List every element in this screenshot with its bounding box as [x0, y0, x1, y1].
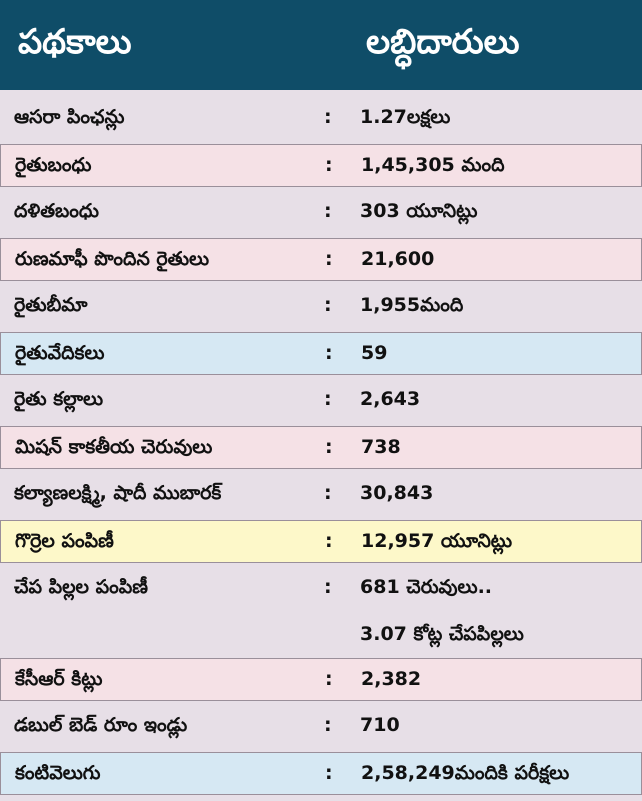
- table-row: చేప పిల్లల పంపిణీ : 681 చెరువులు..: [0, 567, 642, 610]
- table-row: మిషన్ కాకతీయ చెరువులు : 738: [0, 426, 642, 469]
- scheme-name: గొర్రెల పంపిణీ: [15, 530, 114, 552]
- table-row: కంటివెలుగు : 2,58,249మందికి పరీక్షలు: [0, 752, 642, 795]
- scheme-column-header: పథకాలు: [18, 22, 132, 62]
- table-row: రైతుబీమా : 1,955మంది: [0, 285, 642, 328]
- table-row: గొర్రెల పంపిణీ : 12,957 యూనిట్లు: [0, 520, 642, 563]
- table-row: కల్యాణలక్ష్మి, షాదీ ముబారక్ : 30,843: [0, 473, 642, 516]
- separator: :: [324, 714, 332, 736]
- scheme-name: రైతుబంధు: [15, 154, 92, 176]
- scheme-name: రైతుబీమా: [14, 294, 88, 316]
- table-header: పథకాలు లబ్ధిదారులు: [0, 0, 642, 90]
- beneficiary-value: 1.27లక్షలు: [360, 106, 451, 128]
- table-row: ఆసరా పింఛన్లు : 1.27లక్షలు: [0, 97, 642, 140]
- separator: :: [325, 436, 333, 458]
- beneficiary-value: 21,600: [361, 248, 435, 270]
- beneficiary-column-header: లబ్ధిదారులు: [366, 22, 520, 62]
- beneficiary-value: 2,382: [361, 668, 422, 690]
- table-row: రైతు కల్లాలు : 2,643: [0, 379, 642, 422]
- table-row: దళితబంధు : 303 యూనిట్లు: [0, 191, 642, 234]
- beneficiary-value: 3.07 కోట్ల చేపపిల్లలు: [360, 623, 524, 645]
- scheme-name: మిషన్ కాకతీయ చెరువులు: [15, 436, 213, 458]
- table-row-continuation: 3.07 కోట్ల చేపపిల్లలు: [0, 614, 642, 654]
- beneficiary-value: 303 యూనిట్లు: [360, 200, 478, 222]
- table-row: రైతువేదికలు : 59: [0, 332, 642, 375]
- beneficiary-value: 30,843: [360, 482, 434, 504]
- beneficiary-value: 1,955మంది: [360, 294, 464, 316]
- scheme-name: కల్యాణలక్ష్మి, షాదీ ముబారక్: [14, 482, 222, 504]
- table-row: రైతుబంధు : 1,45,305 మంది: [0, 144, 642, 187]
- table-row: డబుల్ బెడ్ రూం ఇండ్లు : 710: [0, 705, 642, 748]
- beneficiary-value: 2,643: [360, 388, 421, 410]
- scheme-name: డబుల్ బెడ్ రూం ఇండ్లు: [14, 714, 188, 736]
- separator: :: [324, 388, 332, 410]
- separator: :: [325, 248, 333, 270]
- scheme-name: కేసీఆర్ కిట్లు: [15, 668, 103, 690]
- separator: :: [325, 668, 333, 690]
- table-body: ఆసరా పింఛన్లు : 1.27లక్షలు రైతుబంధు : 1,…: [0, 97, 642, 799]
- separator: :: [325, 342, 333, 364]
- scheme-name: రైతువేదికలు: [15, 342, 105, 364]
- separator: :: [324, 482, 332, 504]
- beneficiary-value: 738: [361, 436, 401, 458]
- scheme-name: రైతు కల్లాలు: [14, 388, 104, 410]
- separator: :: [324, 294, 332, 316]
- beneficiary-value: 710: [360, 714, 400, 736]
- separator: :: [325, 530, 333, 552]
- table-row: రుణమాఫీ పొందిన రైతులు : 21,600: [0, 238, 642, 281]
- beneficiary-value: 59: [361, 342, 388, 364]
- scheme-name: దళితబంధు: [14, 200, 99, 222]
- separator: :: [324, 576, 332, 598]
- scheme-name: కంటివెలుగు: [15, 762, 101, 784]
- separator: :: [325, 154, 333, 176]
- scheme-name: ఆసరా పింఛన్లు: [14, 106, 125, 128]
- separator: :: [324, 106, 332, 128]
- scheme-name: చేప పిల్లల పంపిణీ: [14, 576, 148, 598]
- beneficiary-value: 1,45,305 మంది: [361, 154, 505, 176]
- separator: :: [324, 200, 332, 222]
- separator: :: [325, 762, 333, 784]
- beneficiary-value: 12,957 యూనిట్లు: [361, 530, 513, 552]
- table-row: కేసీఆర్ కిట్లు : 2,382: [0, 658, 642, 701]
- scheme-name: రుణమాఫీ పొందిన రైతులు: [15, 248, 210, 270]
- beneficiary-value: 681 చెరువులు..: [360, 576, 492, 598]
- beneficiary-value: 2,58,249మందికి పరీక్షలు: [361, 762, 570, 784]
